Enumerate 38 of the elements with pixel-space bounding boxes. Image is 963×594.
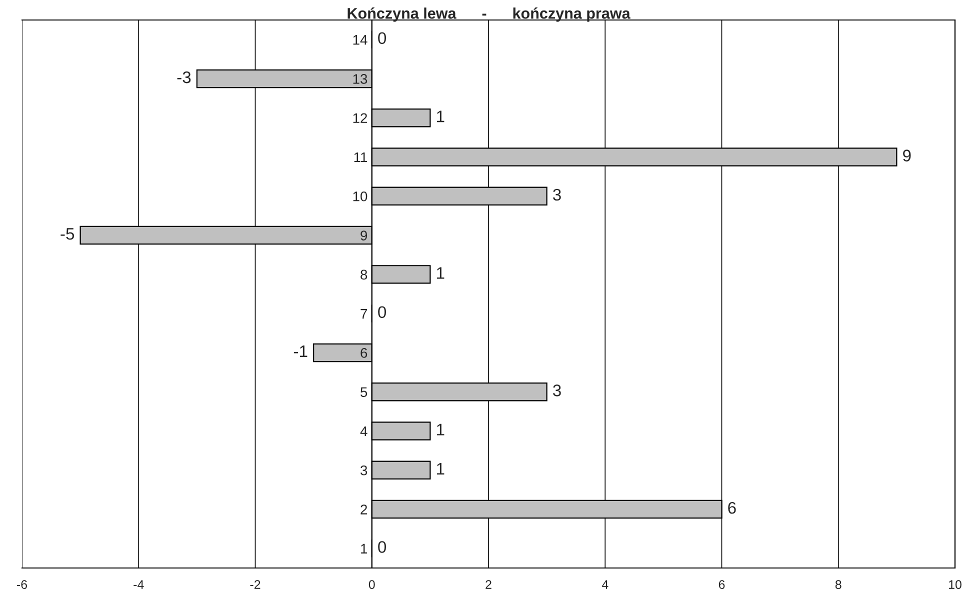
y-tick-label: 2	[360, 504, 368, 514]
y-tick-label: 7	[360, 309, 368, 319]
data-label: 3	[553, 384, 561, 396]
data-label: 1	[437, 110, 444, 122]
x-tick-label: -2	[250, 580, 260, 589]
y-tick-label: 1	[361, 544, 368, 554]
y-tick-label: 4	[360, 426, 368, 436]
y-tick-label: 5	[360, 387, 368, 398]
data-label: 9	[903, 150, 911, 162]
data-label: 1	[437, 424, 444, 436]
x-tick-label: 8	[835, 580, 842, 589]
x-tick-label: 6	[718, 580, 725, 589]
x-tick-label: -4	[134, 580, 144, 589]
data-label: -1	[294, 346, 308, 358]
data-label: -5	[60, 228, 74, 240]
x-tick-label: 10	[949, 580, 962, 589]
data-label: 0	[378, 541, 386, 553]
y-tick-label: 13	[353, 74, 368, 84]
y-tick-label: 10	[353, 191, 368, 202]
y-tick-label: 12	[353, 113, 368, 123]
data-label: -3	[177, 71, 191, 84]
y-tick-label: 3	[360, 465, 368, 476]
chart-title: Kończyna lewa - kończyna prawa	[348, 7, 630, 22]
data-label: 6	[728, 502, 736, 514]
data-label: 0	[378, 306, 386, 318]
x-tick-label: 0	[368, 580, 375, 589]
x-tick-label: 4	[602, 580, 608, 589]
x-tick-label: -6	[17, 580, 28, 589]
y-tick-label: 11	[354, 152, 368, 162]
x-tick-label: 2	[486, 580, 492, 589]
y-tick-label: 9	[360, 230, 368, 240]
data-label: 1	[437, 462, 444, 474]
data-label: 0	[378, 32, 386, 44]
y-tick-label: 14	[353, 35, 368, 45]
data-label: 3	[553, 188, 561, 201]
data-label: 1	[437, 267, 444, 279]
y-tick-label: 8	[360, 270, 368, 280]
y-tick-label: 6	[360, 348, 368, 358]
